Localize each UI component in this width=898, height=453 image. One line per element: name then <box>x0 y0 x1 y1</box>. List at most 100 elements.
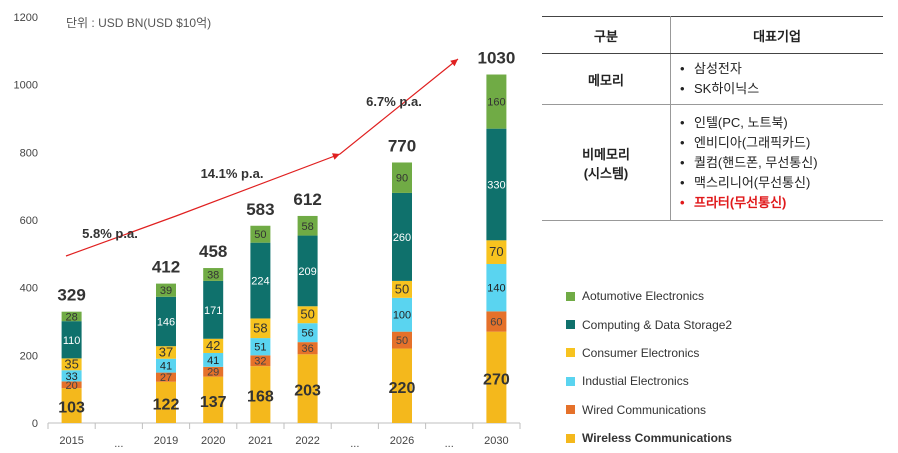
row-category-memory: 메모리 <box>542 53 671 105</box>
data-label: 36 <box>301 343 313 355</box>
bar-segment <box>61 358 82 371</box>
bar-segment <box>486 74 507 129</box>
bar-segment <box>297 306 318 324</box>
data-label: 90 <box>396 173 408 185</box>
x-tick-label: ... <box>114 438 123 450</box>
bar-segment <box>486 263 507 312</box>
data-label: 209 <box>298 266 316 278</box>
bar-segment <box>156 346 176 359</box>
y-tick-label: 0 <box>32 418 38 430</box>
x-tick-label: 2015 <box>59 435 83 447</box>
bar-segment <box>61 388 82 423</box>
total-label: 329 <box>57 286 85 305</box>
x-tick-label: 2021 <box>248 435 272 447</box>
total-label: 458 <box>199 242 227 261</box>
bar-segment <box>156 381 176 423</box>
stacked-bar-chart: 0 200 400 600 800 1000 1200 2015... 2019 2020 2021… <box>14 12 521 450</box>
legend-item: Computing & Data Storage2 <box>566 310 732 338</box>
data-label: 50 <box>396 335 408 347</box>
legend-item: Wired Communications <box>566 396 732 424</box>
x-tick-label: ... <box>445 438 454 450</box>
data-label: 50 <box>300 307 314 322</box>
data-label: 41 <box>207 355 219 367</box>
row-companies: 인텔(PC, 노트북) 엔비디아(그래픽카드) 퀄컴(핸드폰, 무선통신) 맥스… <box>670 104 883 221</box>
data-label: 27 <box>160 372 172 384</box>
data-label: 39 <box>160 285 172 297</box>
bar-segment <box>203 366 224 377</box>
bar-segment <box>392 348 412 423</box>
data-label: 42 <box>206 338 220 353</box>
unit-label: 단위 : USD BN(USD $10억) <box>66 16 212 30</box>
data-label: 58 <box>301 221 313 233</box>
data-label: 160 <box>487 97 505 109</box>
bar-segment <box>156 358 176 373</box>
x-tick-label: 2030 <box>484 435 508 447</box>
data-label: 220 <box>389 380 416 397</box>
growth-arrowhead <box>332 153 340 160</box>
data-label: 146 <box>157 317 175 329</box>
x-tick-label: 2026 <box>390 435 414 447</box>
data-label: 35 <box>64 356 78 371</box>
bar-segment <box>297 323 318 343</box>
x-tick-label: 2020 <box>201 435 225 447</box>
bar-segment <box>203 376 224 423</box>
bar-segment <box>203 352 224 367</box>
data-label: 330 <box>487 179 505 191</box>
data-label: 168 <box>247 389 274 406</box>
bar-segment <box>203 280 224 339</box>
bar-segment <box>297 342 318 355</box>
bar-segment <box>250 242 271 319</box>
data-label: 270 <box>483 371 510 388</box>
data-label: 51 <box>254 342 266 354</box>
data-label: 37 <box>159 344 173 359</box>
company-item: 맥스리니어(무선통신) <box>680 173 882 193</box>
legend-label: Industial Electronics <box>582 374 689 389</box>
company-item: 삼성전자 <box>680 59 882 79</box>
bar-segment <box>486 311 507 332</box>
data-label: 140 <box>487 283 505 295</box>
table-header-row: 구분 대표기업 <box>542 16 883 54</box>
bar-segment <box>61 321 82 359</box>
table-row: 메모리 삼성전자 SK하이닉스 <box>542 53 883 105</box>
growth-arrowhead <box>450 59 458 67</box>
bar-segment <box>392 162 412 193</box>
bar-segment <box>250 318 271 339</box>
company-table: 구분 대표기업 메모리 삼성전자 SK하이닉스 비메모리 (시스템) 인텔(PC… <box>542 16 883 221</box>
legend-label: Aotumotive Electronics <box>582 289 705 304</box>
total-label: 583 <box>246 200 274 219</box>
legend-label: Wireless Communications <box>582 431 732 446</box>
row-category-non-memory: 비메모리 (시스템) <box>542 104 671 221</box>
data-label: 38 <box>207 269 219 281</box>
data-label: 20 <box>65 380 77 392</box>
data-label: 50 <box>254 229 266 241</box>
bar-segment <box>203 268 224 281</box>
data-label: 203 <box>294 383 321 400</box>
data-label: 32 <box>254 356 266 368</box>
header-category: 구분 <box>542 16 671 54</box>
growth-rate-label: 14.1% p.a. <box>201 166 264 181</box>
y-tick-label: 800 <box>20 147 38 159</box>
bar-segment <box>486 331 507 423</box>
bar-segment <box>61 370 82 382</box>
y-tick-label: 200 <box>20 350 38 362</box>
bar-segment <box>392 192 412 281</box>
header-companies: 대표기업 <box>670 16 883 54</box>
bar-segment <box>486 240 507 264</box>
bar-segment <box>156 283 176 297</box>
data-label: 171 <box>204 305 222 317</box>
legend-swatch <box>566 405 575 415</box>
data-label: 224 <box>251 276 269 288</box>
legend-item: Wireless Communications <box>566 424 732 452</box>
data-label: 70 <box>489 244 503 259</box>
company-item: SK하이닉스 <box>680 79 882 99</box>
legend-item: Industial Electronics <box>566 367 732 395</box>
data-label: 60 <box>490 317 502 329</box>
y-tick-label: 400 <box>20 283 38 295</box>
legend-label: Computing & Data Storage2 <box>582 317 733 332</box>
data-label: 100 <box>393 310 411 322</box>
data-label: 56 <box>301 328 313 340</box>
legend-label: Wired Communications <box>582 402 707 417</box>
legend-item: Aotumotive Electronics <box>566 282 732 310</box>
bar-segment <box>156 372 176 382</box>
growth-trend-line <box>65 58 459 257</box>
